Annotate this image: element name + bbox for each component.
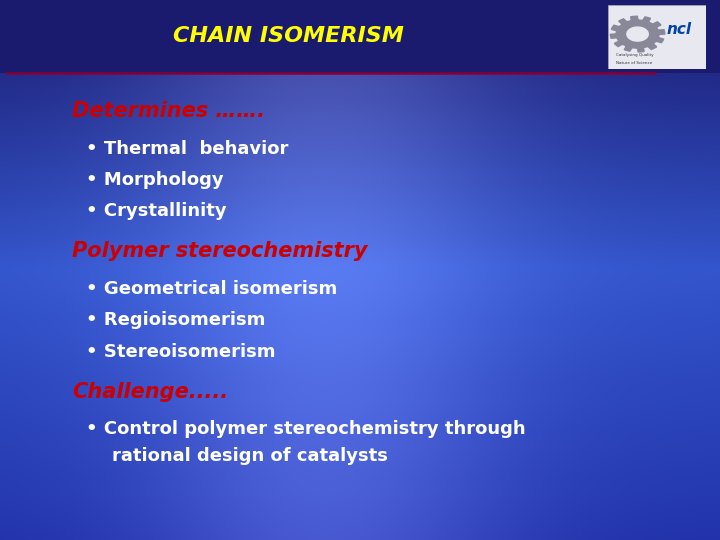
Text: • Thermal  behavior: • Thermal behavior bbox=[86, 139, 289, 158]
Text: Nature of Science: Nature of Science bbox=[616, 60, 652, 65]
Text: • Stereoisomerism: • Stereoisomerism bbox=[86, 342, 276, 361]
Polygon shape bbox=[611, 16, 665, 52]
Text: CHAIN ISOMERISM: CHAIN ISOMERISM bbox=[173, 26, 403, 46]
Text: • Control polymer stereochemistry through: • Control polymer stereochemistry throug… bbox=[86, 420, 526, 438]
FancyBboxPatch shape bbox=[0, 0, 720, 73]
FancyBboxPatch shape bbox=[608, 5, 706, 69]
Text: Polymer stereochemistry: Polymer stereochemistry bbox=[72, 241, 367, 261]
Text: • Geometrical isomerism: • Geometrical isomerism bbox=[86, 280, 338, 298]
Text: • Crystallinity: • Crystallinity bbox=[86, 202, 227, 220]
Text: • Morphology: • Morphology bbox=[86, 171, 224, 189]
Text: ncl: ncl bbox=[667, 22, 692, 37]
Text: Determines …….: Determines ……. bbox=[72, 100, 265, 121]
Text: rational design of catalysts: rational design of catalysts bbox=[112, 447, 387, 465]
Text: Challenge.....: Challenge..... bbox=[72, 381, 228, 402]
Text: • Regioisomerism: • Regioisomerism bbox=[86, 311, 266, 329]
Text: Catalysing Quality: Catalysing Quality bbox=[616, 53, 654, 57]
Polygon shape bbox=[627, 27, 648, 41]
